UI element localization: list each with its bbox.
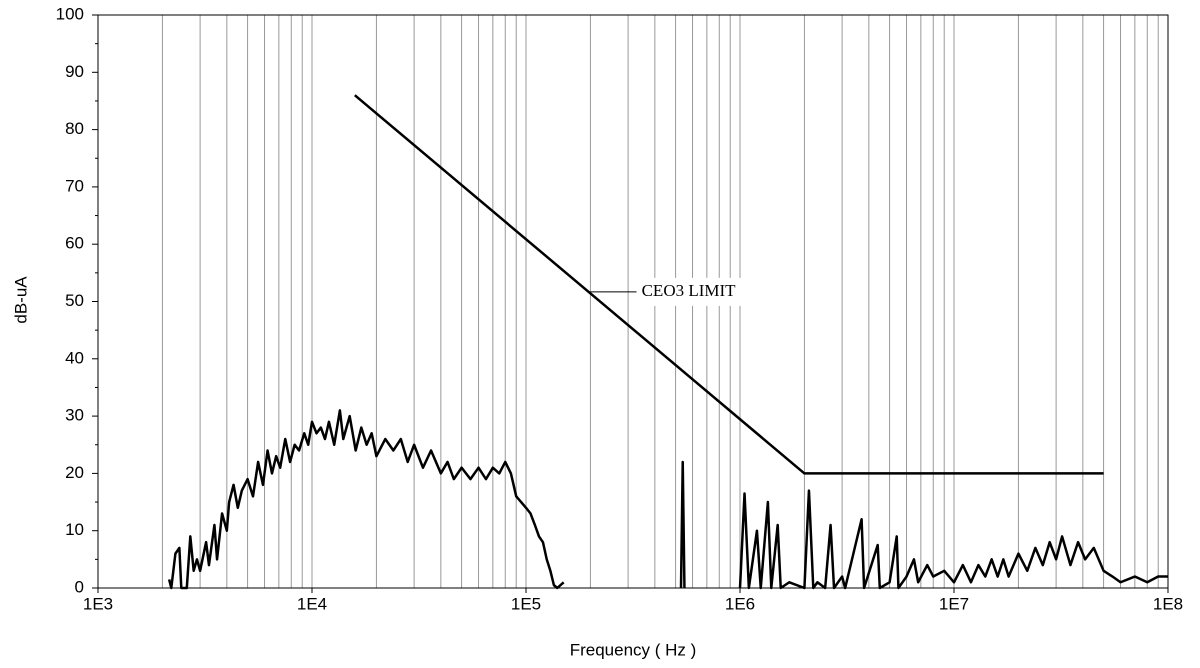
y-tick-label: 10 [65, 520, 84, 539]
series-line [354, 94, 1104, 475]
annotation-box [636, 277, 797, 306]
y-tick-label: 20 [65, 463, 84, 482]
x-axis-label: Frequency ( Hz ) [570, 640, 697, 659]
series-line [167, 409, 1168, 590]
y-tick-label: 40 [65, 348, 84, 367]
plot-frame [97, 14, 1169, 589]
x-tick-label: 1E4 [297, 594, 327, 613]
y-tick-label: 80 [65, 119, 84, 138]
x-tick-label: 1E8 [1153, 594, 1183, 613]
x-tick-label: 1E6 [725, 594, 755, 613]
y-tick-label: 90 [65, 62, 84, 81]
y-tick-label: 0 [75, 577, 84, 596]
y-tick-label: 100 [56, 4, 84, 23]
x-tick-label: 1E3 [83, 594, 113, 613]
x-tick-label: 1E7 [939, 594, 969, 613]
y-tick-label: 70 [65, 176, 84, 195]
y-tick-label: 50 [65, 291, 84, 310]
y-tick-label: 60 [65, 234, 84, 253]
x-tick-label: 1E5 [511, 594, 541, 613]
y-tick-label: 30 [65, 406, 84, 425]
annotation: CEO3 LIMIT [642, 281, 737, 300]
y-axis-label: dB-uA [11, 276, 30, 324]
